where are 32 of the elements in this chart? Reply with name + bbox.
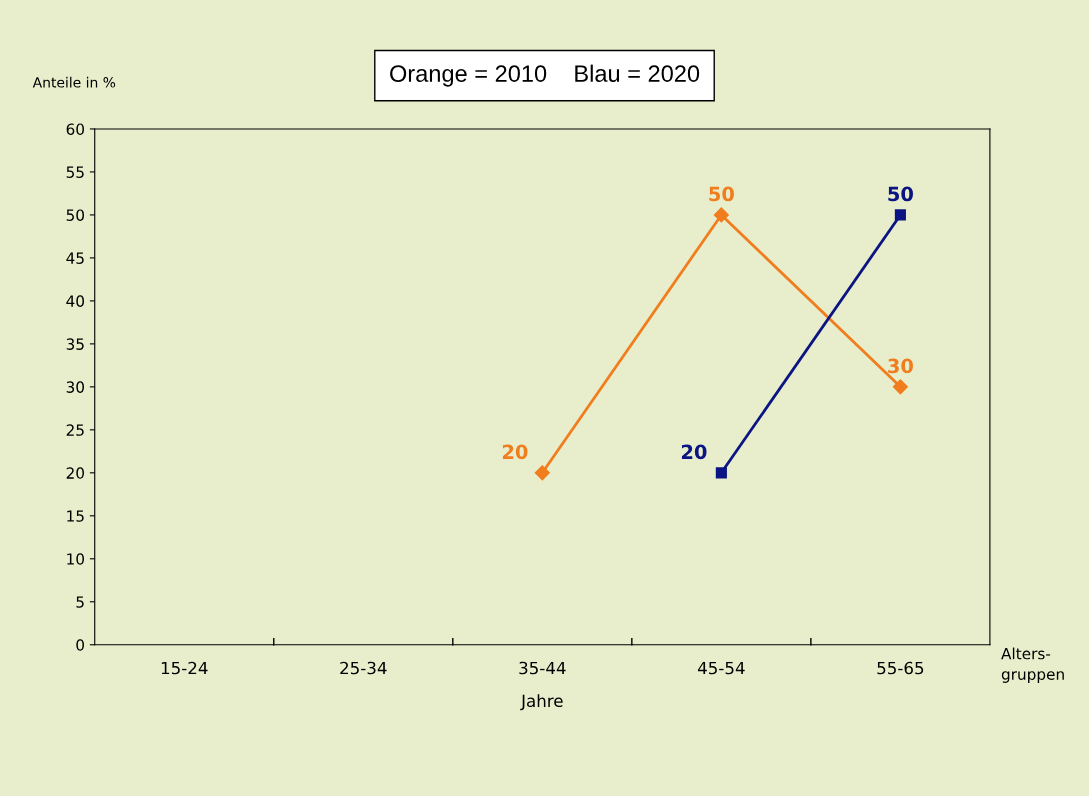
chart-title: Orange = 2010 Blau = 2020 (390, 64, 700, 87)
y-tick-label: 45 (66, 252, 84, 264)
y-tick-label: 0 (76, 639, 85, 651)
y-tick-label: 55 (66, 166, 84, 178)
x-tick-label: 55-65 (877, 661, 924, 675)
point (892, 379, 908, 395)
data-label: 30 (888, 358, 913, 374)
point (713, 207, 729, 223)
y-tick-label: 35 (66, 338, 84, 350)
x-tick-label: 35-44 (519, 661, 566, 675)
text: Alters- gruppen (1001, 647, 1064, 683)
data-label: 50 (709, 186, 734, 202)
y-tick-label: 15 (67, 510, 84, 522)
y-tick-label: 30 (66, 381, 85, 393)
y-tick-label: 60 (66, 123, 85, 135)
x-tick-label: 15-24 (161, 661, 208, 675)
point (894, 209, 906, 221)
y-tick-label: 25 (66, 424, 84, 436)
data-label: 20 (502, 444, 528, 460)
y-tick-label: 40 (66, 295, 85, 307)
y-axis-title: Anteile in % (32, 76, 116, 88)
y-tick-label: 50 (66, 209, 85, 221)
data-label: 20 (681, 444, 707, 460)
x-tick-label: 25-34 (340, 661, 387, 675)
x-tick-label: 45-54 (697, 661, 745, 675)
y-tick-label: 20 (66, 467, 85, 479)
y-tick-label: 10 (67, 553, 85, 565)
y-tick-label: 5 (76, 596, 84, 608)
point (715, 467, 727, 479)
x-axis-title: Jahre (520, 694, 563, 711)
data-label: 50 (888, 186, 913, 202)
point (534, 465, 550, 481)
